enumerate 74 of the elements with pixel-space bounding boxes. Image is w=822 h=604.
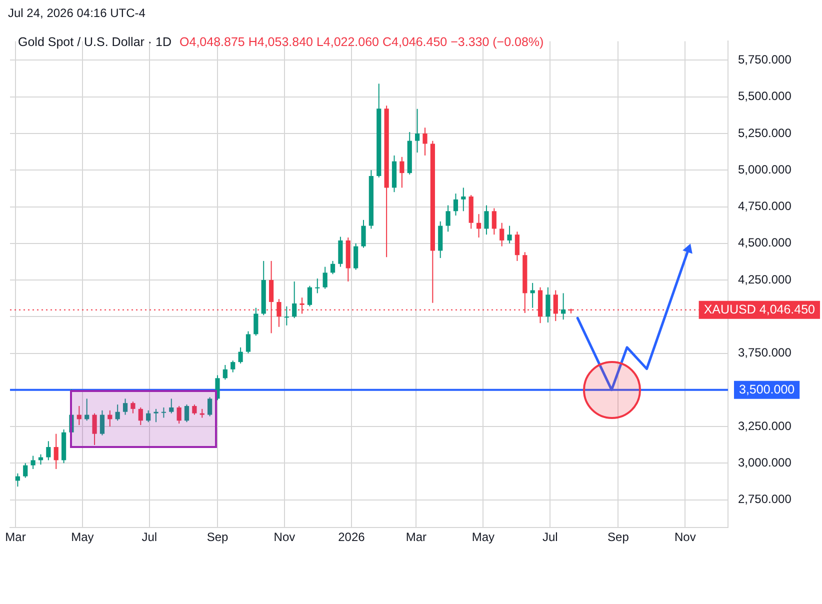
candlestick (484, 204, 489, 236)
candlestick (146, 410, 151, 423)
candlestick (23, 462, 28, 478)
y-tick-label: 5,750.000 (738, 52, 792, 67)
chart-title: Gold Spot / U.S. Dollar · 1D (18, 35, 172, 49)
candlestick (138, 406, 143, 426)
candlestick (307, 285, 312, 307)
candlestick (130, 401, 136, 414)
candlestick (100, 410, 105, 436)
candlestick (400, 156, 404, 188)
candlestick (514, 231, 520, 262)
candlestick (453, 193, 458, 216)
candlestick (238, 346, 243, 364)
candlestick (215, 374, 220, 401)
y-tick-label: 5,250.000 (738, 126, 792, 140)
x-tick-label: May (71, 530, 94, 544)
y-tick-label: 4,500.000 (738, 236, 792, 250)
x-tick-label: Nov (674, 530, 696, 544)
candlestick (246, 330, 251, 354)
x-tick-label: Nov (274, 530, 296, 544)
candlestick (208, 396, 212, 417)
y-tick-label: 4,250.000 (738, 272, 792, 286)
y-tick-label: 5,500.000 (738, 89, 792, 104)
candlestick (30, 455, 36, 470)
candlestick (46, 440, 51, 461)
candlestick (361, 219, 366, 248)
candlestick (354, 242, 358, 270)
candlestick (500, 222, 504, 247)
candlestick (330, 260, 336, 275)
candlestick (292, 280, 297, 319)
ref-line-label: 3,500.000 (739, 382, 795, 396)
candlestick (507, 225, 512, 244)
ref-line-label: XAUUSD 4,046.450 (704, 302, 816, 316)
candlestick (92, 412, 97, 446)
candlestick (492, 208, 496, 236)
chart-subtitle: O4,048.875 H4,053.840 L4,022.060 C4,046.450 −3.330 (−0.08%) (180, 35, 544, 49)
candlestick (115, 404, 120, 422)
x-tick-label: 2026 (338, 530, 366, 544)
candlestick (561, 292, 566, 320)
candlestick (338, 236, 343, 268)
candlestick (192, 404, 197, 416)
candlestick (461, 187, 466, 212)
candlestick (184, 404, 190, 423)
candlestick (54, 433, 58, 470)
candlestick (154, 408, 158, 423)
candlestick (315, 278, 320, 294)
candlestick (322, 266, 328, 290)
x-tick-label: May (472, 530, 495, 544)
y-tick-label: 5,000.000 (738, 162, 792, 176)
candlestick (122, 398, 128, 416)
candlestick (446, 204, 450, 232)
x-tick-label: Sep (206, 530, 228, 544)
candlestick (222, 364, 228, 380)
x-tick-label: Mar (5, 530, 26, 544)
text: Jul 24, 2026 04:16 UTC-4 (8, 6, 146, 20)
x-tick-label: Jul (542, 530, 558, 544)
candlestick (169, 398, 174, 414)
x-tick-label: Jul (142, 530, 158, 544)
x-tick-label: Sep (608, 530, 630, 544)
y-tick-label: 2,750.000 (738, 492, 792, 506)
candlestick (230, 360, 236, 373)
x-tick-label: Mar (406, 530, 427, 544)
candlestick (176, 406, 182, 424)
candlestick (422, 127, 428, 156)
y-tick-label: 4,750.000 (738, 199, 792, 214)
candlestick (254, 307, 258, 336)
candlestick (476, 214, 482, 238)
y-tick-label: 3,750.000 (738, 346, 792, 360)
y-tick-label: 3,000.000 (738, 455, 792, 470)
candlestick (161, 406, 166, 418)
candlestick (284, 306, 289, 326)
y-tick-label: 3,250.000 (738, 418, 792, 433)
candlestick (415, 108, 420, 154)
candlestick (546, 286, 550, 323)
